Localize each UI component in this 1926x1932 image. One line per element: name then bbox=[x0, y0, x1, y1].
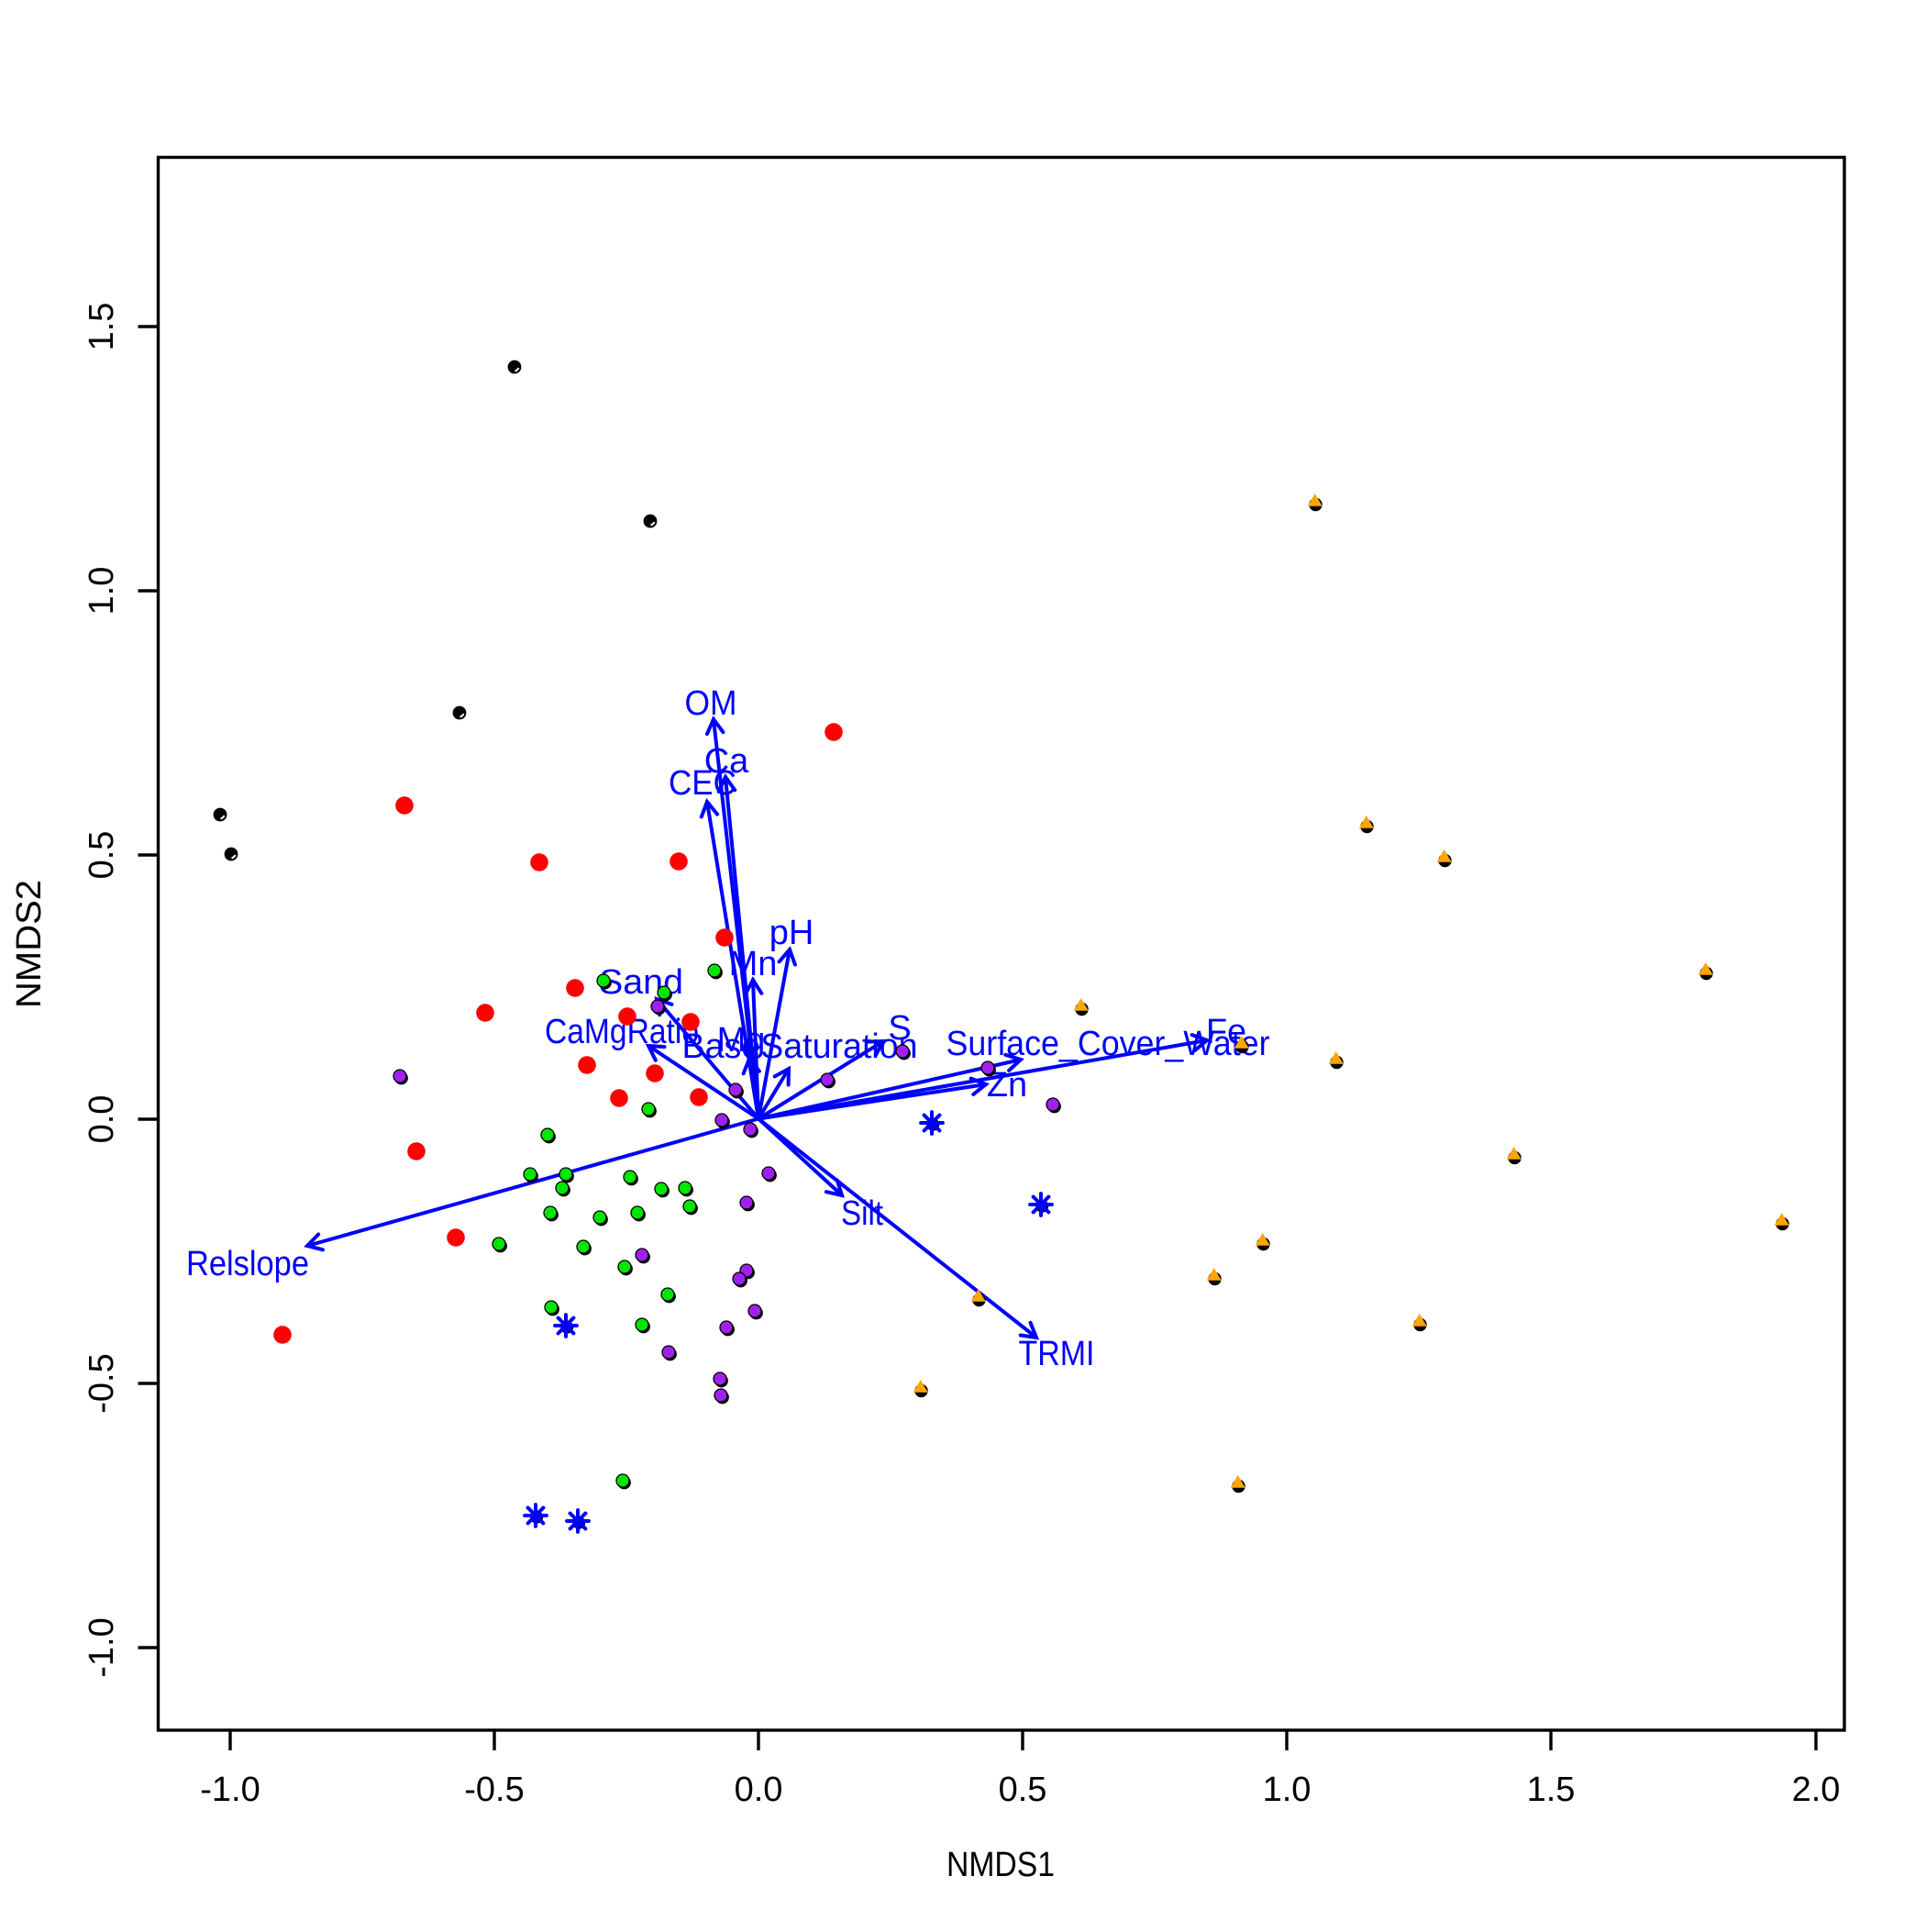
svg-text:2.0: 2.0 bbox=[1792, 1771, 1841, 1809]
svg-text:-0.5: -0.5 bbox=[464, 1771, 524, 1809]
svg-text:1.0: 1.0 bbox=[83, 567, 121, 616]
svg-text:-1.0: -1.0 bbox=[83, 1617, 121, 1677]
svg-text:pH: pH bbox=[769, 914, 814, 952]
svg-text:NMDS1: NMDS1 bbox=[946, 1846, 1055, 1884]
svg-text:1.0: 1.0 bbox=[1263, 1771, 1312, 1809]
svg-text:0.0: 0.0 bbox=[83, 1095, 121, 1144]
svg-text:CEC: CEC bbox=[669, 764, 736, 803]
svg-text:NMDS2: NMDS2 bbox=[10, 880, 49, 1008]
svg-text:BaseSaturation: BaseSaturation bbox=[682, 1027, 918, 1066]
svg-text:1.5: 1.5 bbox=[1527, 1771, 1576, 1809]
svg-text:0.5: 0.5 bbox=[83, 831, 121, 880]
svg-text:Mn: Mn bbox=[729, 945, 778, 983]
svg-text:S: S bbox=[888, 1009, 911, 1048]
svg-text:-1.0: -1.0 bbox=[200, 1771, 260, 1809]
svg-text:Silt: Silt bbox=[841, 1194, 883, 1233]
svg-text:1.5: 1.5 bbox=[83, 303, 121, 351]
svg-text:Relslope: Relslope bbox=[186, 1245, 309, 1283]
svg-text:0.5: 0.5 bbox=[999, 1771, 1047, 1809]
svg-text:-0.5: -0.5 bbox=[83, 1353, 121, 1413]
svg-text:0.0: 0.0 bbox=[735, 1771, 783, 1809]
svg-text:OM: OM bbox=[685, 684, 737, 723]
svg-text:Mg: Mg bbox=[717, 1021, 766, 1060]
svg-text:TRMI: TRMI bbox=[1019, 1335, 1095, 1373]
svg-text:Surface_Cover_Water: Surface_Cover_Water bbox=[946, 1025, 1270, 1063]
svg-text:Ca: Ca bbox=[704, 742, 749, 781]
